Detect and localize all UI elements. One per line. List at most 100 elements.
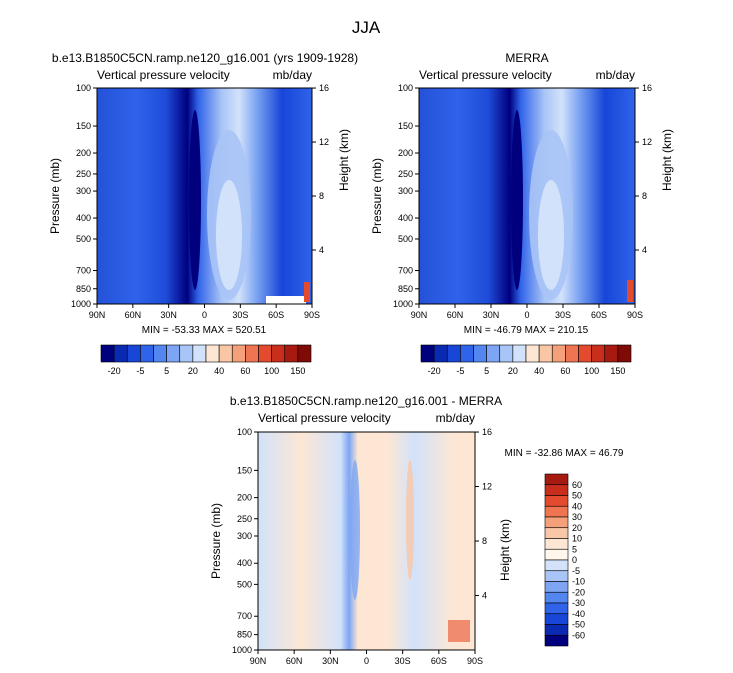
y2-tick-label: 8 <box>482 536 487 546</box>
colorbar-swatch <box>544 559 569 572</box>
colorbar-label: -50 <box>572 620 585 630</box>
colorbar-swatch <box>297 344 312 363</box>
colorbar-label: 40 <box>214 366 224 376</box>
colorbar-swatch <box>284 344 299 363</box>
y-tick-label: 850 <box>237 630 252 640</box>
colorbar-swatch <box>617 344 632 363</box>
colorbar-label: 100 <box>264 366 279 376</box>
colorbar-swatch <box>544 527 569 539</box>
x-tick-label: 60S <box>268 310 284 320</box>
y-axis-label: Pressure (mb) <box>370 158 384 234</box>
right-subtitle: mb/day <box>596 68 635 82</box>
colorbar-label: 100 <box>584 366 599 376</box>
colorbar-swatch <box>591 344 606 363</box>
x-tick-label: 60S <box>591 310 607 320</box>
stats-label: MIN = -46.79 MAX = 210.15 <box>464 325 589 336</box>
y-tick-label: 400 <box>398 213 413 223</box>
colorbar-label: 40 <box>534 366 544 376</box>
panel-title: MERRA <box>505 51 548 65</box>
panel-difference: b.e13.B1850C5CN.ramp.ne120_g16.001 - MER… <box>209 394 624 651</box>
x-tick-label: 90N <box>89 310 106 320</box>
y-tick-label: 400 <box>76 213 91 223</box>
x-tick-label: 60S <box>431 656 447 666</box>
y-tick-label: 700 <box>398 266 413 276</box>
stats-label: MIN = -32.86 MAX = 46.79 <box>505 448 624 459</box>
x-tick-label: 30N <box>322 656 339 666</box>
contour-blob <box>350 460 360 600</box>
contour-blob <box>304 282 310 302</box>
colorbar-swatch <box>100 344 115 363</box>
colorbar-label: 5 <box>572 544 577 554</box>
contour-field <box>97 88 312 304</box>
contour-blob <box>216 180 242 290</box>
colorbar-label: 60 <box>560 366 570 376</box>
contour-blob <box>448 620 470 642</box>
colorbar-swatch <box>578 344 592 363</box>
y-tick-label: 300 <box>76 186 91 196</box>
x-tick-label: 60N <box>447 310 464 320</box>
contour-blob <box>538 180 564 290</box>
colorbar-label: -10 <box>572 577 585 587</box>
y-tick-label: 1000 <box>71 299 91 309</box>
y-tick-label: 300 <box>398 186 413 196</box>
panel-title: b.e13.B1850C5CN.ramp.ne120_g16.001 (yrs … <box>52 51 358 65</box>
right-subtitle: mb/day <box>273 68 312 82</box>
left-subtitle: Vertical pressure velocity <box>419 68 552 82</box>
x-tick-label: 30N <box>483 310 500 320</box>
colorbar-label: 150 <box>290 366 305 376</box>
colorbar-swatch <box>231 344 246 363</box>
colorbar-swatch <box>218 344 233 363</box>
colorbar-label: 60 <box>240 366 250 376</box>
y-tick-label: 700 <box>237 611 252 621</box>
y2-axis-label: Height (km) <box>660 129 674 191</box>
y-tick-label: 1000 <box>232 645 252 655</box>
colorbar-label: -5 <box>136 366 144 376</box>
colorbar-swatch <box>544 505 569 518</box>
y2-tick-label: 8 <box>319 191 324 201</box>
colorbar-swatch <box>205 344 220 363</box>
y-axis-label: Pressure (mb) <box>209 503 223 579</box>
colorbar-swatch <box>544 473 569 486</box>
colorbar-swatch <box>153 344 167 363</box>
colorbar-swatch <box>544 602 569 615</box>
left-subtitle: Vertical pressure velocity <box>97 68 230 82</box>
y-tick-label: 250 <box>237 514 252 524</box>
colorbar-swatch <box>512 344 527 363</box>
y-tick-label: 1000 <box>393 299 413 309</box>
contour-blob <box>406 460 414 580</box>
y-tick-label: 850 <box>76 284 91 294</box>
colorbar-swatch <box>544 581 569 593</box>
y2-axis-label: Height (km) <box>498 519 512 581</box>
x-tick-label: 30S <box>232 310 248 320</box>
x-tick-label: 90S <box>627 310 643 320</box>
x-tick-label: 30N <box>160 310 177 320</box>
y-tick-label: 100 <box>398 83 413 93</box>
y-tick-label: 500 <box>237 579 252 589</box>
colorbar-swatch <box>271 344 286 363</box>
contour-field <box>419 88 635 304</box>
colorbar-label: 5 <box>484 366 489 376</box>
y-tick-label: 250 <box>76 169 91 179</box>
colorbar-swatch <box>544 624 569 636</box>
colorbar-swatch <box>544 495 569 507</box>
x-tick-label: 60N <box>286 656 303 666</box>
panel-model: b.e13.B1850C5CN.ramp.ne120_g16.001 (yrs … <box>48 51 358 336</box>
y2-tick-label: 8 <box>642 191 647 201</box>
colorbar-swatch <box>551 344 566 363</box>
missing-region <box>266 296 306 304</box>
y-tick-label: 200 <box>237 493 252 503</box>
y2-axis-label: Height (km) <box>337 129 351 191</box>
figure-title: JJA <box>352 18 381 37</box>
colorbar-swatch <box>245 344 259 363</box>
y-tick-label: 300 <box>237 531 252 541</box>
y-tick-label: 200 <box>76 148 91 158</box>
colorbar-label: 10 <box>572 534 582 544</box>
colorbar-label: 30 <box>572 512 582 522</box>
colorbar-label: 5 <box>164 366 169 376</box>
colorbar-swatch <box>544 613 569 625</box>
colorbar-swatch <box>538 344 553 363</box>
colorbar-label: -20 <box>572 587 585 597</box>
left-subtitle: Vertical pressure velocity <box>258 411 391 425</box>
colorbar-swatch <box>192 344 207 363</box>
y-tick-label: 500 <box>76 234 91 244</box>
